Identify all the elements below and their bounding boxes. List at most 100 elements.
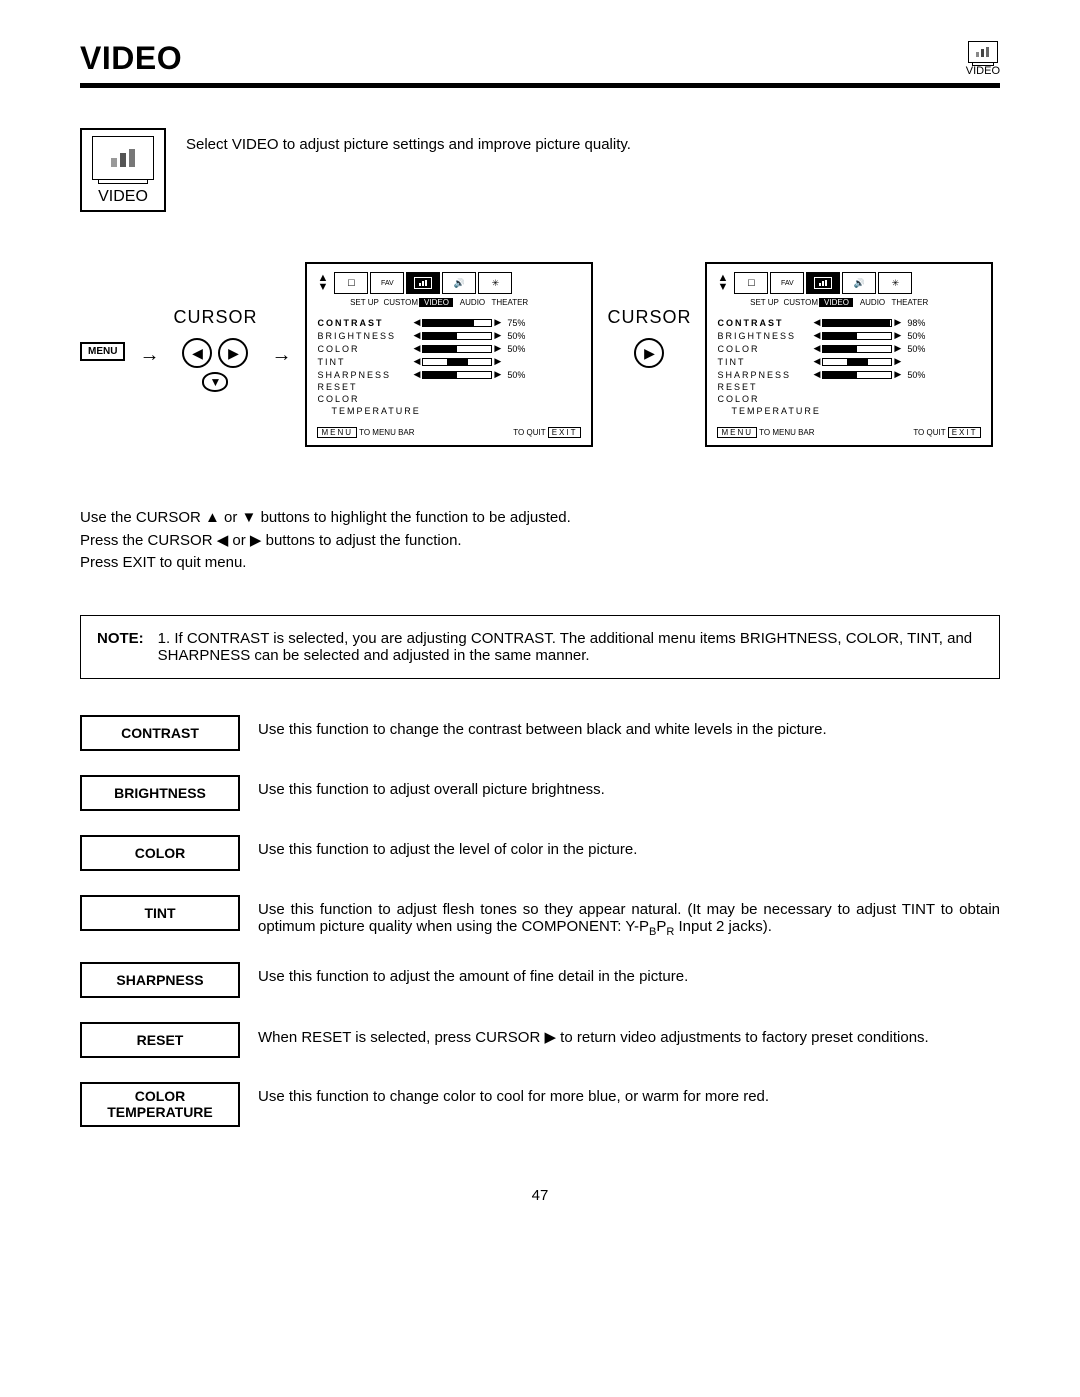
header-right-icon: VIDEO [966,41,1000,77]
osd-item: CONTRAST [717,318,807,328]
definition-label: COLOR [80,835,240,871]
tab-labels: SET UP CUSTOM VIDEO AUDIO THEATER [347,298,581,307]
definition-text: Use this function to change color to coo… [258,1082,1000,1105]
exit-key: EXIT [548,427,582,438]
tab-custom-icon: FAV [770,272,804,294]
intro-text: Select VIDEO to adjust picture settings … [186,128,1000,153]
instructions: Use the CURSOR ▲ or ▼ buttons to highlig… [80,507,1000,575]
menu-button[interactable]: MENU [80,342,125,361]
definition-row: RESET When RESET is selected, press CURSO… [80,1022,1000,1058]
osd-panels-row: MENU → CURSOR ◀ ▶ ▼ → ▲▼ ☐ FAV 🔊 ✳ [80,262,1000,447]
tab-custom-icon: FAV [370,272,404,294]
osd-footer-text: TO MENU BAR [759,428,814,437]
intro-section: VIDEO Select VIDEO to adjust picture set… [80,128,1000,212]
definition-text: Use this function to adjust the amount o… [258,962,1000,985]
osd-value: 50% [907,370,935,380]
page-title: VIDEO [80,40,182,77]
osd-footer-text: TO MENU BAR [359,428,414,437]
definition-label: RESET [80,1022,240,1058]
tv-icon [92,136,154,180]
tab-label: AUDIO [855,298,889,307]
tab-video-icon [406,272,440,294]
osd-item: TEMPERATURE [317,406,407,416]
definition-text: Use this function to change the contrast… [258,715,1000,738]
tab-label: CUSTOM [383,298,417,307]
tab-setup-icon: ☐ [734,272,768,294]
tab-audio-icon: 🔊 [842,272,876,294]
osd-value: 50% [507,344,535,354]
tab-theater-icon: ✳ [878,272,912,294]
tv-icon [968,41,998,63]
osd-footer-text: TO QUIT [913,428,945,437]
tab-setup-icon: ☐ [334,272,368,294]
definition-row: BRIGHTNESSUse this function to adjust ov… [80,775,1000,811]
tab-label: CUSTOM [783,298,817,307]
tab-icons: ☐ FAV 🔊 ✳ [734,272,981,294]
cursor-down-button[interactable]: ▼ [202,372,228,392]
note-label: NOTE: [97,630,144,664]
osd-value: 98% [907,318,935,328]
definition-label: TINT [80,895,240,931]
definitions-list: CONTRAST Use this function to change the … [80,715,1000,1128]
definition-row: CONTRAST Use this function to change the … [80,715,1000,751]
osd-item: CONTRAST [317,318,407,328]
definition-text: When RESET is selected, press CURSOR ▶ t… [258,1022,1000,1046]
osd-value: 50% [907,331,935,341]
tab-audio-icon: 🔊 [442,272,476,294]
tab-video-icon [806,272,840,294]
tab-label: VIDEO [819,298,853,307]
osd-footer: MENU TO MENU BAR TO QUIT EXIT [317,428,581,437]
osd-item: BRIGHTNESS [317,331,407,341]
instruction-line: Press the CURSOR ◀ or ▶ buttons to adjus… [80,530,1000,553]
osd-footer-text: TO QUIT [513,428,545,437]
osd-value: 50% [507,331,535,341]
arrow-right-icon: → [139,344,159,367]
osd-item: COLOR [717,344,807,354]
video-icon-label: VIDEO [86,188,160,206]
osd-item: COLOR [317,344,407,354]
definition-row: COLORTEMPERATURE Use this function to cha… [80,1082,1000,1128]
osd-item: TINT [317,357,407,367]
definition-label: CONTRAST [80,715,240,751]
osd-item: SHARPNESS [317,370,407,380]
tab-labels: SET UP CUSTOM VIDEO AUDIO THEATER [747,298,981,307]
definition-row: SHARPNESS Use this function to adjust the… [80,962,1000,998]
definition-label: SHARPNESS [80,962,240,998]
osd-item: RESET [317,382,407,392]
tab-label: SET UP [747,298,781,307]
cursor-label: CURSOR [173,307,257,328]
definition-row: COLORUse this function to adjust the lev… [80,835,1000,871]
video-icon-box: VIDEO [80,128,166,212]
osd-footer: MENU TO MENU BAR TO QUIT EXIT [717,428,981,437]
definition-text: Use this function to adjust flesh tones … [258,895,1000,938]
cursor-right-button[interactable]: ▶ [218,338,248,368]
definition-text: Use this function to adjust overall pict… [258,775,1000,798]
page-header: VIDEO VIDEO [80,40,1000,88]
tab-label: THEATER [891,298,925,307]
note-text: 1. If CONTRAST is selected, you are adju… [158,630,983,664]
cursor-label: CURSOR [607,307,691,328]
page-number: 47 [80,1187,1000,1204]
osd-value: 50% [907,344,935,354]
tab-icons: ☐ FAV 🔊 ✳ [334,272,581,294]
cursor-block-left: CURSOR ◀ ▶ ▼ [173,262,257,392]
tab-label: AUDIO [455,298,489,307]
note-box: NOTE: 1. If CONTRAST is selected, you ar… [80,615,1000,679]
cursor-left-button[interactable]: ◀ [182,338,212,368]
updown-icon: ▲▼ [717,274,728,292]
osd-item: TINT [717,357,807,367]
tab-label: THEATER [491,298,525,307]
osd-item: COLOR [317,394,407,404]
osd-item: TEMPERATURE [717,406,807,416]
definition-label: COLORTEMPERATURE [80,1082,240,1128]
arrow-right-icon: → [271,344,291,367]
cursor-right-button[interactable]: ▶ [634,338,664,368]
tab-label: VIDEO [419,298,453,307]
definition-row: TINT Use this function to adjust flesh to… [80,895,1000,938]
menu-key: MENU [717,427,757,438]
tab-label: SET UP [347,298,381,307]
updown-icon: ▲▼ [317,274,328,292]
cursor-block-right: CURSOR ▶ [607,262,691,368]
osd-item: RESET [717,382,807,392]
osd-value: 50% [507,370,535,380]
